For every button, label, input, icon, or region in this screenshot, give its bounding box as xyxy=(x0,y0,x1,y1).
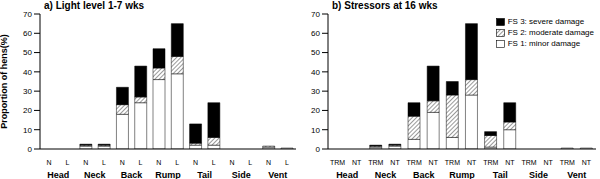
svg-text:40: 40 xyxy=(311,68,320,77)
svg-text:NT: NT xyxy=(582,159,592,166)
svg-text:0: 0 xyxy=(316,145,321,154)
svg-text:Head: Head xyxy=(336,170,358,179)
svg-text:Rump: Rump xyxy=(449,170,475,179)
svg-text:Head: Head xyxy=(47,170,69,179)
svg-text:NT: NT xyxy=(543,159,553,166)
svg-text:Vent: Vent xyxy=(268,170,287,179)
svg-text:10: 10 xyxy=(311,126,320,135)
svg-text:NT: NT xyxy=(352,159,362,166)
svg-text:TRM: TRM xyxy=(330,159,345,166)
svg-text:60: 60 xyxy=(23,29,32,38)
svg-text:Tail: Tail xyxy=(197,170,212,179)
html-text:FS 1: minor damage: FS 1: minor damage xyxy=(507,39,581,48)
svg-text:NT: NT xyxy=(505,159,515,166)
svg-text:L: L xyxy=(139,159,143,166)
svg-text:N: N xyxy=(83,159,88,166)
svg-text:NT: NT xyxy=(467,159,477,166)
svg-text:TRM: TRM xyxy=(407,159,422,166)
svg-text:N: N xyxy=(229,159,234,166)
svg-text:N: N xyxy=(120,159,125,166)
svg-text:Rump: Rump xyxy=(155,170,181,179)
svg-text:NT: NT xyxy=(429,159,439,166)
svg-text:60: 60 xyxy=(311,29,320,38)
svg-text:0: 0 xyxy=(28,145,33,154)
svg-text:TRM: TRM xyxy=(483,159,498,166)
svg-text:70: 70 xyxy=(23,10,32,19)
svg-text:N: N xyxy=(47,159,52,166)
svg-text:40: 40 xyxy=(23,68,32,77)
svg-text:50: 50 xyxy=(311,48,320,57)
svg-text:Neck: Neck xyxy=(84,170,107,179)
svg-text:Back: Back xyxy=(121,170,144,179)
svg-text:20: 20 xyxy=(23,106,32,115)
svg-text:N: N xyxy=(156,159,161,166)
html-text:a) Light level 1-7 wks: a) Light level 1-7 wks xyxy=(44,0,144,11)
svg-text:NT: NT xyxy=(390,159,400,166)
svg-text:L: L xyxy=(65,159,69,166)
svg-text:Vent: Vent xyxy=(567,170,586,179)
svg-text:10: 10 xyxy=(23,126,32,135)
svg-text:Side: Side xyxy=(232,170,251,179)
svg-text:70: 70 xyxy=(311,10,320,19)
svg-text:Proportion of hens(%): Proportion of hens(%) xyxy=(8,34,9,129)
svg-text:L: L xyxy=(285,159,289,166)
svg-text:L: L xyxy=(248,159,252,166)
svg-text:N: N xyxy=(266,159,271,166)
svg-text:Neck: Neck xyxy=(375,170,398,179)
svg-text:30: 30 xyxy=(23,87,32,96)
svg-text:TRM: TRM xyxy=(445,159,460,166)
svg-text:L: L xyxy=(175,159,179,166)
svg-text:20: 20 xyxy=(311,106,320,115)
html-text:b) Stressors at 16 wks: b) Stressors at 16 wks xyxy=(332,0,438,11)
svg-text:50: 50 xyxy=(23,48,32,57)
svg-text:Tail: Tail xyxy=(493,170,508,179)
svg-text:L: L xyxy=(102,159,106,166)
svg-text:TRM: TRM xyxy=(560,159,575,166)
svg-text:N: N xyxy=(193,159,198,166)
html-text:FS 2: moderate damage: FS 2: moderate damage xyxy=(507,28,594,37)
svg-text:Side: Side xyxy=(529,170,548,179)
svg-text:TRM: TRM xyxy=(368,159,383,166)
svg-text:30: 30 xyxy=(311,87,320,96)
svg-text:L: L xyxy=(212,159,216,166)
svg-text:Back: Back xyxy=(413,170,436,179)
svg-text:TRM: TRM xyxy=(521,159,536,166)
html-text:FS 3: severe damage: FS 3: severe damage xyxy=(507,17,585,26)
